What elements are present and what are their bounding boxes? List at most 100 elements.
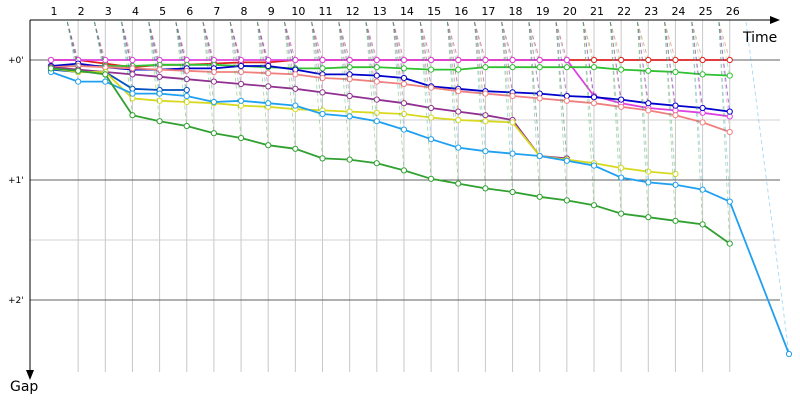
lap-connector	[229, 21, 242, 67]
lap-connector	[528, 21, 541, 157]
data-point	[455, 180, 462, 187]
lap-connector	[338, 21, 351, 112]
lap-connector	[501, 21, 513, 123]
lap-connector	[664, 21, 676, 106]
data-point	[373, 72, 380, 79]
lap-connector	[365, 21, 378, 68]
series-10	[47, 21, 733, 247]
data-point	[428, 84, 435, 91]
data-point	[237, 80, 245, 88]
lap-connector	[392, 21, 405, 61]
lap-connector	[446, 21, 459, 112]
x-tick-label: 14	[400, 5, 414, 18]
x-tick-labels: 1 2 3 4 5 6 7 8 9 10 11 12 13 14 15 16 17 18 19 20 21 22 23 24 2…	[51, 5, 740, 18]
data-point	[265, 62, 272, 70]
data-point	[726, 72, 733, 79]
data-point	[482, 90, 489, 97]
lap-connector	[392, 21, 405, 79]
data-point	[699, 71, 706, 78]
lap-connector	[474, 21, 486, 152]
data-point	[699, 119, 706, 126]
lap-connector	[121, 21, 133, 99]
data-point	[590, 202, 598, 209]
lap-connector	[664, 21, 676, 61]
data-point	[183, 92, 190, 100]
data-point	[156, 118, 163, 125]
x-tick-label: 18	[509, 5, 523, 18]
data-point	[102, 78, 109, 85]
lap-connector	[555, 21, 568, 161]
lap-connector	[365, 21, 378, 61]
data-point	[373, 118, 380, 125]
lap-connector	[446, 21, 459, 148]
data-point	[699, 186, 706, 193]
lap-connector	[528, 21, 541, 197]
lap-connector	[555, 21, 568, 61]
lap-connector	[284, 21, 296, 110]
lap-connector	[202, 21, 215, 69]
lap-connector	[555, 21, 568, 97]
series-line	[50, 67, 731, 245]
x-tick-label: 25	[699, 5, 713, 18]
data-point	[672, 56, 679, 64]
lap-connector	[256, 21, 269, 68]
data-point	[563, 157, 570, 164]
data-point	[785, 350, 793, 358]
data-point	[292, 102, 299, 109]
data-point	[455, 66, 462, 73]
series-line	[50, 67, 676, 175]
x-axis-title: Time	[742, 30, 777, 46]
lap-connector	[555, 21, 568, 68]
lap-connector	[474, 21, 486, 189]
data-point	[265, 56, 272, 64]
lap-connector	[66, 21, 79, 71]
data-point	[699, 104, 706, 112]
lap-connector	[446, 21, 459, 92]
data-point	[428, 56, 435, 64]
x-tick-label: 20	[563, 5, 577, 18]
data-point	[373, 109, 380, 116]
lap-connector	[121, 21, 133, 116]
lap-connector	[609, 21, 622, 169]
lap-connector	[94, 21, 106, 67]
lap-connector	[175, 21, 188, 61]
data-point	[129, 112, 136, 119]
lap-connector	[94, 21, 106, 61]
x-tick-label: 22	[617, 5, 631, 18]
lap-connector	[555, 21, 568, 201]
lap-connector	[202, 21, 215, 64]
lap-connector	[175, 21, 188, 91]
x-tick-label: 3	[105, 5, 112, 18]
lap-connector	[284, 21, 296, 69]
lap-connector	[311, 21, 323, 75]
lap-connector	[609, 21, 622, 107]
lap-connector	[664, 21, 676, 221]
data-point	[346, 113, 353, 120]
x-tick-label: 8	[241, 5, 248, 18]
lap-connector	[718, 21, 731, 244]
data-point	[129, 90, 136, 97]
data-point	[645, 168, 652, 175]
lap-connector	[718, 21, 731, 202]
data-point	[75, 78, 82, 85]
lap-connector	[691, 21, 703, 109]
lap-connector	[365, 21, 378, 113]
axes	[26, 16, 780, 380]
lap-connector	[555, 21, 568, 160]
x-tick-label: 15	[427, 5, 441, 18]
lap-connector	[338, 21, 351, 61]
data-point	[400, 126, 408, 133]
lap-connector	[311, 21, 323, 115]
data-point	[482, 56, 489, 64]
lap-connector	[582, 21, 595, 98]
data-point	[455, 56, 462, 64]
lap-connector	[229, 21, 242, 63]
x-tick-label: 17	[481, 5, 495, 18]
lap-connector	[202, 21, 215, 82]
x-tick-label: 23	[644, 5, 658, 18]
lap-connector	[501, 21, 513, 97]
lap-connector	[311, 21, 323, 159]
data-point	[75, 67, 82, 74]
lap-connector	[637, 21, 649, 218]
series-6	[47, 21, 570, 162]
